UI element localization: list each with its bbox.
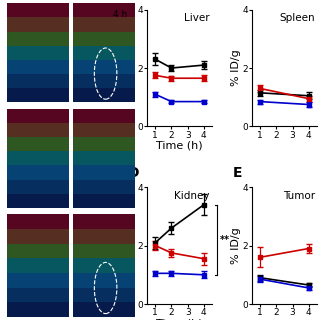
Bar [73, 17, 135, 32]
Bar [7, 288, 69, 302]
Text: D: D [128, 166, 139, 180]
Bar [73, 88, 135, 102]
Bar [7, 88, 69, 102]
Y-axis label: % ID/g: % ID/g [231, 227, 241, 264]
Bar [7, 32, 69, 46]
Bar [7, 60, 69, 74]
Bar [73, 109, 135, 208]
Text: 4 h: 4 h [113, 10, 127, 19]
Bar [73, 151, 135, 165]
Bar [7, 46, 69, 60]
Bar [7, 273, 69, 288]
Bar [7, 109, 69, 123]
Bar [7, 137, 69, 151]
Text: B: B [128, 0, 139, 3]
Bar [73, 109, 135, 123]
Bar [7, 3, 69, 102]
Bar [7, 258, 69, 273]
Text: Kidney: Kidney [174, 191, 210, 201]
Bar [73, 165, 135, 180]
Bar [7, 244, 69, 258]
Bar [73, 74, 135, 88]
Bar [73, 60, 135, 74]
Bar [7, 194, 69, 208]
Bar [73, 229, 135, 244]
Bar [7, 165, 69, 180]
Bar [73, 123, 135, 137]
X-axis label: Time (h): Time (h) [156, 141, 203, 151]
Bar [7, 180, 69, 194]
Bar [7, 123, 69, 137]
Text: E: E [233, 166, 242, 180]
Bar [73, 214, 135, 229]
Bar [73, 137, 135, 151]
Text: C: C [233, 0, 243, 3]
Y-axis label: % ID/g: % ID/g [126, 227, 136, 264]
Text: Tumor: Tumor [283, 191, 315, 201]
Bar [73, 258, 135, 273]
Text: Spleen: Spleen [279, 13, 315, 23]
Bar [73, 3, 135, 102]
Bar [73, 244, 135, 258]
Text: Liver: Liver [184, 13, 210, 23]
Bar [7, 17, 69, 32]
Bar [7, 151, 69, 165]
Bar [73, 194, 135, 208]
Bar [73, 288, 135, 302]
Y-axis label: % ID/g: % ID/g [231, 50, 241, 86]
Bar [7, 214, 69, 317]
Bar [73, 302, 135, 317]
Bar [7, 229, 69, 244]
Bar [7, 109, 69, 208]
X-axis label: Time (h): Time (h) [156, 318, 203, 320]
Y-axis label: % ID/g: % ID/g [126, 50, 136, 86]
Bar [73, 46, 135, 60]
Bar [73, 3, 135, 17]
Bar [7, 302, 69, 317]
Bar [7, 74, 69, 88]
Text: **: ** [220, 235, 230, 245]
Bar [73, 214, 135, 317]
Bar [73, 180, 135, 194]
Bar [7, 214, 69, 229]
Bar [7, 3, 69, 17]
Bar [73, 273, 135, 288]
Bar [73, 32, 135, 46]
